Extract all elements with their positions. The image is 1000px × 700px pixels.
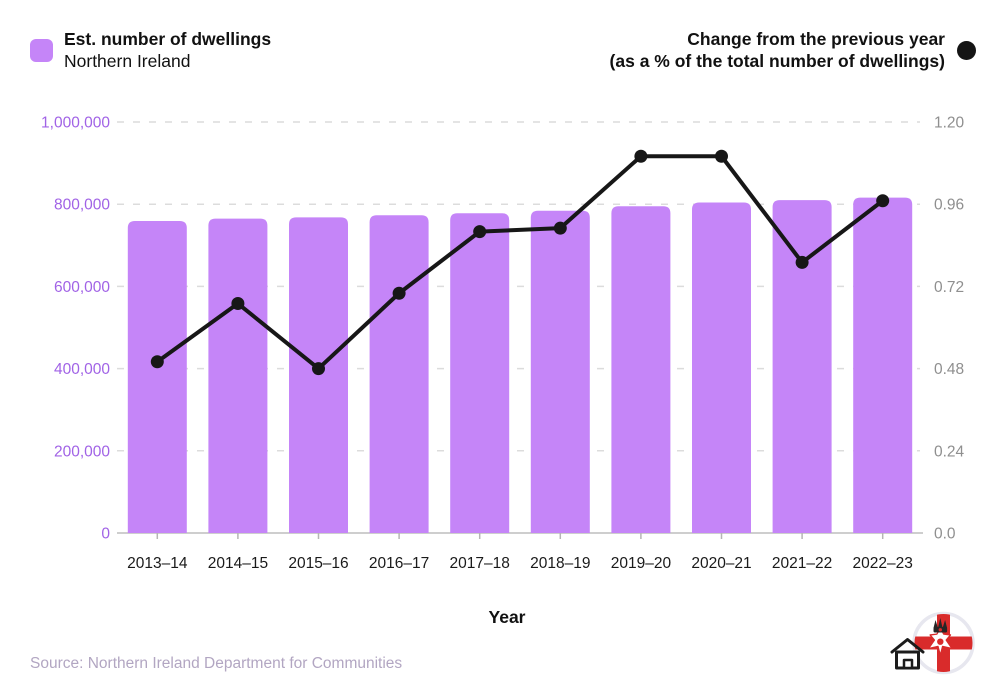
line-point-2014–15 [231,297,245,311]
legend-change-line1: Change from the previous year [687,29,945,49]
bar-2014–15 [208,218,268,533]
change-marker-dot-icon [957,40,976,60]
right-axis-tick-label: 0.0 [934,526,956,543]
left-axis-tick-label: 800,000 [54,197,110,214]
source-text: Source: Northern Ireland Department for … [30,655,403,672]
bar-2017–18 [450,213,510,533]
bar-2021–22 [772,200,832,533]
bar-2020–21 [692,202,751,533]
x-axis-tick-label: 2020–21 [691,555,751,572]
legend-change-line2: (as a % of the total number of dwellings… [609,51,945,72]
crown-icon [933,618,948,633]
right-axis-tick-label: 0.72 [934,279,964,296]
line-point-2020–21 [715,149,728,163]
bar-2019–20 [611,206,671,533]
legend-dwellings-title: Est. number of dwellings [64,29,272,49]
dwellings-swatch-icon [30,38,53,62]
line-point-2015–16 [312,362,325,376]
line-point-2018–19 [553,221,567,235]
line-point-2017–18 [473,225,487,239]
left-axis-tick-label: 0 [101,526,110,543]
change-line [155,154,885,371]
left-axis-tick-label: 1,000,000 [41,115,110,132]
x-axis-tick-label: 2021–22 [772,555,832,572]
ni-flag-house-logo-icon [890,611,975,675]
x-axis-tick-label: 2022–23 [853,555,913,572]
house-icon [890,638,925,670]
line-point-2013–14 [150,355,164,369]
x-axis-title: Year [488,607,526,627]
line-point-2019–20 [634,149,648,163]
legend-dwellings: Est. number of dwellings Northern Irelan… [30,28,271,73]
bar-2013–14 [127,221,187,533]
x-axis-tick-label: 2016–17 [369,555,429,572]
left-axis-tick-label: 200,000 [54,443,110,460]
x-axis-tick-label: 2014–15 [208,555,268,572]
x-axis-tick-label: 2019–20 [611,555,672,572]
x-axis-tick-label: 2015–16 [288,555,348,572]
right-axis-tick-label: 1.20 [934,115,965,132]
right-axis-tick-label: 0.24 [934,443,965,460]
legend-change: Change from the previous year (as a % of… [610,28,976,73]
bar-2015–16 [289,217,348,534]
x-axis-tick-label: 2018–19 [530,555,590,572]
line-point-2016–17 [392,286,406,300]
right-axis-tick-label: 0.96 [934,197,964,214]
legend-dwellings-subtitle: Northern Ireland [64,51,191,72]
left-axis-tick-label: 400,000 [54,361,110,378]
x-axis-tick-label: 2013–14 [127,555,188,572]
line-point-2021–22 [795,255,809,269]
line-point-2022–23 [876,194,890,208]
left-axis-tick-label: 600,000 [54,279,110,296]
bar-2016–17 [369,215,429,533]
x-axis-tick-label: 2017–18 [450,555,510,572]
bar-2022–23 [853,197,913,533]
bar-2018–19 [530,210,590,533]
right-axis-tick-label: 0.48 [934,361,964,378]
